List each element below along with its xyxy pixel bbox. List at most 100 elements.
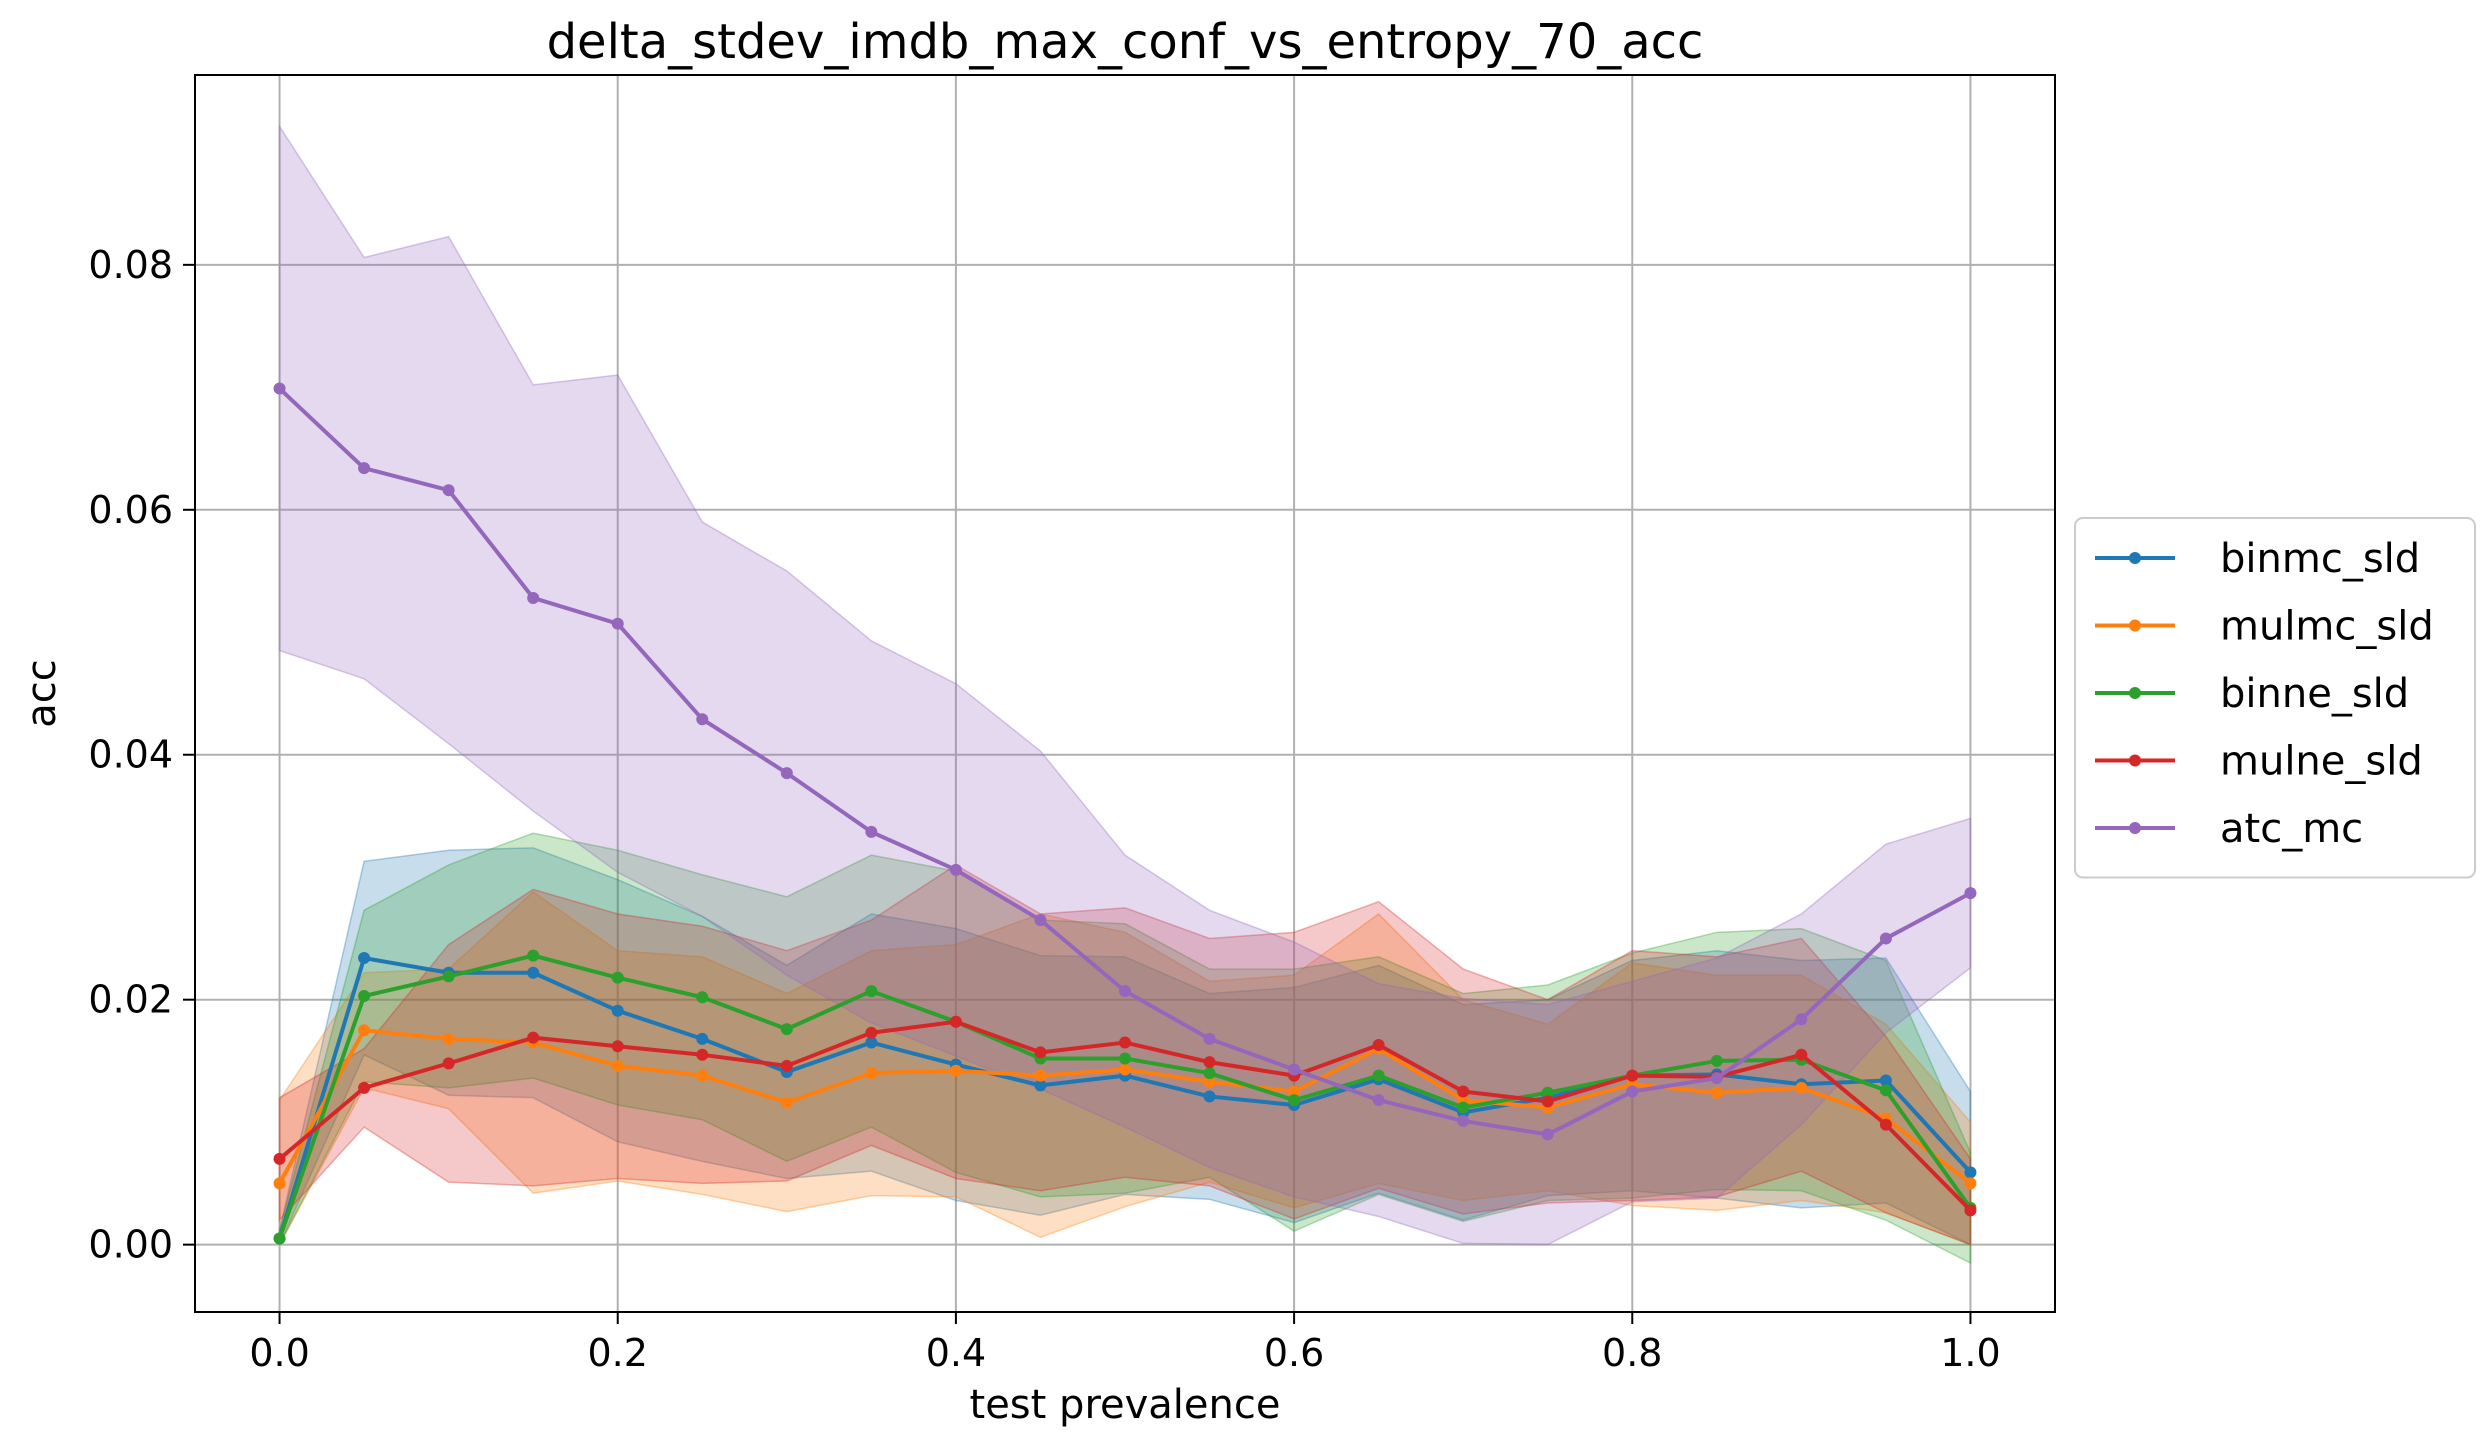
point-atc-mc	[1795, 1013, 1808, 1026]
point-mulmc-sld	[1203, 1075, 1216, 1088]
point-binne-sld	[442, 970, 455, 983]
point-binmc-sld	[1203, 1090, 1216, 1103]
y-tick-label: 0.00	[88, 1223, 173, 1267]
point-binne-sld	[696, 991, 709, 1004]
point-atc-mc	[1710, 1072, 1723, 1085]
point-atc-mc	[1288, 1063, 1301, 1076]
legend-marker-mulne-sld	[2129, 754, 2141, 767]
series-lines	[273, 382, 1977, 1245]
legend-label-mulmc-sld: mulmc_sld	[2220, 604, 2434, 650]
x-axis-label: test prevalence	[970, 1382, 1281, 1428]
point-binne-sld	[611, 971, 624, 984]
point-mulmc-sld	[1288, 1085, 1301, 1098]
ticks: 0.0 0.2 0.4 0.6 0.8 1.0 0.00 0.02 0.04 0.06 0.08	[88, 243, 2000, 1375]
point-mulmc-sld	[696, 1069, 709, 1082]
point-atc-mc	[865, 825, 878, 838]
point-mulne-sld	[1626, 1069, 1639, 1082]
point-mulmc-sld	[442, 1032, 455, 1045]
point-atc-mc	[1119, 985, 1131, 998]
point-mulmc-sld	[949, 1064, 962, 1077]
point-binne-sld	[1203, 1067, 1216, 1080]
point-binne-sld	[865, 985, 878, 998]
point-mulmc-sld	[1964, 1177, 1977, 1190]
point-atc-mc	[1626, 1085, 1639, 1098]
point-mulne-sld	[1034, 1046, 1047, 1059]
point-mulne-sld	[696, 1048, 709, 1061]
point-mulne-sld	[527, 1031, 540, 1044]
point-atc-mc	[1964, 887, 1977, 900]
point-mulmc-sld	[1119, 1063, 1131, 1076]
point-binne-sld	[1541, 1086, 1554, 1099]
legend-box	[2074, 517, 2476, 879]
legend-marker-atc-mc	[2129, 822, 2141, 834]
point-mulmc-sld	[611, 1059, 624, 1072]
x-tick-label: 0.0	[249, 1331, 309, 1375]
point-binne-sld	[1879, 1084, 1892, 1097]
legend-label-atc-mc: atc_mc	[2220, 806, 2363, 852]
y-tick-label: 0.02	[88, 978, 173, 1022]
legend-marker-binmc-sld	[2129, 552, 2141, 564]
point-atc-mc	[527, 591, 540, 604]
legend-label-mulne-sld: mulne_sld	[2220, 739, 2423, 785]
point-binne-sld	[780, 1023, 793, 1036]
point-mulmc-sld	[780, 1096, 793, 1109]
point-mulne-sld	[949, 1015, 962, 1028]
point-atc-mc	[1034, 914, 1047, 927]
point-binmc-sld	[611, 1004, 624, 1017]
point-atc-mc	[358, 462, 371, 475]
point-binmc-sld	[1879, 1074, 1892, 1087]
point-mulne-sld	[358, 1081, 371, 1094]
grid	[195, 75, 2055, 1312]
point-mulne-sld	[1541, 1095, 1554, 1108]
x-tick-label: 0.8	[1602, 1331, 1662, 1375]
point-atc-mc	[780, 767, 793, 780]
legend-marker-mulmc-sld	[2129, 619, 2141, 632]
point-atc-mc	[611, 617, 624, 630]
point-mulmc-sld	[1795, 1081, 1808, 1094]
point-binmc-sld	[358, 952, 371, 965]
x-tick-label: 1.0	[1940, 1331, 2000, 1375]
legend: binmc_sld mulmc_sld binne_sld mulne_sld atc_…	[2074, 517, 2476, 879]
point-binne-sld	[1710, 1054, 1723, 1067]
point-atc-mc	[696, 713, 709, 726]
point-binne-sld	[527, 949, 540, 962]
point-atc-mc	[1372, 1094, 1385, 1107]
y-tick-label: 0.04	[88, 733, 173, 777]
band-atc-mc	[278, 123, 1972, 1246]
point-mulne-sld	[1457, 1085, 1470, 1098]
point-mulne-sld	[1795, 1048, 1808, 1061]
point-binne-sld	[1288, 1094, 1301, 1107]
point-binmc-sld	[865, 1036, 878, 1049]
point-mulne-sld	[1203, 1056, 1216, 1069]
legend-marker-binne-sld	[2129, 687, 2141, 699]
x-tick-label: 0.2	[588, 1331, 648, 1375]
y-tick-label: 0.08	[88, 243, 173, 287]
point-binmc-sld	[527, 966, 540, 979]
point-atc-mc	[949, 863, 962, 876]
point-mulne-sld	[1119, 1036, 1131, 1049]
point-binmc-sld	[696, 1032, 709, 1045]
x-tick-label: 0.4	[926, 1331, 986, 1375]
point-atc-mc	[1541, 1128, 1554, 1141]
point-mulne-sld	[273, 1152, 286, 1165]
y-axis-label: acc	[19, 659, 65, 728]
point-mulmc-sld	[1034, 1069, 1047, 1082]
point-mulne-sld	[442, 1057, 455, 1070]
point-mulne-sld	[1964, 1204, 1977, 1217]
x-tick-label: 0.6	[1264, 1331, 1324, 1375]
point-binne-sld	[358, 990, 371, 1003]
point-binmc-sld	[1964, 1166, 1977, 1179]
point-binne-sld	[1372, 1069, 1385, 1082]
plot-frame	[194, 74, 2056, 1313]
point-atc-mc	[1203, 1032, 1216, 1045]
chart-title: delta_stdev_imdb_max_conf_vs_entropy_70_…	[547, 14, 1704, 70]
point-mulne-sld	[1879, 1118, 1892, 1131]
point-mulne-sld	[611, 1040, 624, 1053]
point-mulmc-sld	[358, 1024, 371, 1037]
legend-label-binne-sld: binne_sld	[2220, 671, 2409, 717]
point-binne-sld	[1457, 1101, 1470, 1114]
y-tick-label: 0.06	[88, 488, 173, 532]
point-mulmc-sld	[865, 1067, 878, 1080]
